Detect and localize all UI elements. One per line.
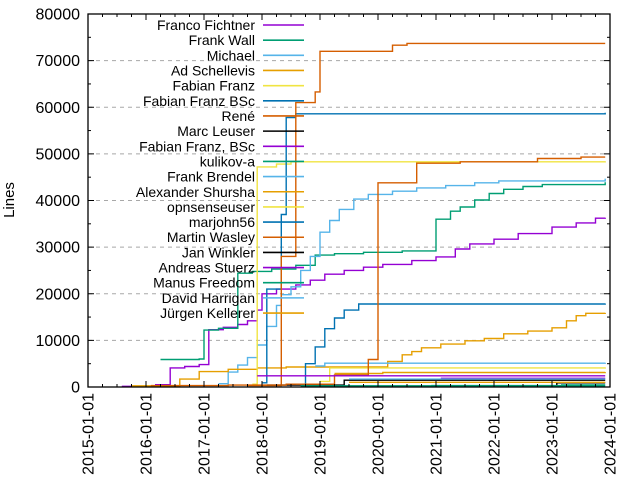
legend-entry-jan-winkler: Jan Winkler — [182, 244, 304, 260]
legend-label: Marc Leuser — [177, 123, 255, 139]
legend-label: Fabian Franz — [173, 78, 255, 94]
y-tick-label: 70000 — [36, 53, 81, 70]
series-line-alexander-shursha — [334, 371, 606, 375]
axis-tick-labels: 0 10000 20000 30000 40000 50000 60000 70000 8000… — [36, 7, 620, 475]
grid-lines — [88, 60, 610, 341]
axes — [87, 13, 611, 388]
series-line-ren — [247, 42, 606, 387]
legend-label: opnsenseuser — [167, 199, 255, 215]
legend-label: marjohn56 — [189, 214, 255, 230]
y-tick-label: 10000 — [36, 333, 81, 350]
legend-label: Ad Schellevis — [171, 62, 255, 78]
x-tick-label: 2022-01-01 — [487, 393, 504, 475]
series-line-fabian-franz — [252, 161, 606, 385]
legend-label: Alexander Shursha — [136, 184, 255, 200]
legend-entry-j-rgen-kellerer: Jürgen Kellerer — [160, 305, 304, 321]
legend-entry-frank-wall: Frank Wall — [189, 32, 304, 48]
series-line-frank-brendel — [315, 362, 606, 367]
y-tick-label: 50000 — [36, 146, 81, 163]
x-tick-label: 2020-01-01 — [371, 393, 388, 475]
legend-entry-manus-freedom: Manus Freedom — [153, 275, 304, 291]
legend-label: René — [222, 108, 256, 124]
series-line-franco-fichtner — [121, 217, 606, 387]
legend-label: Martin Wasley — [167, 229, 255, 245]
legend-entry-fabian-franz-bsc: Fabian Franz, BSc — [139, 138, 304, 154]
legend-label: Andreas Stuerz — [159, 260, 256, 276]
series-line-ad-schellevis — [131, 312, 606, 387]
legend-label: Jan Winkler — [182, 244, 255, 260]
legend-entry-andreas-stuerz: Andreas Stuerz — [159, 260, 304, 276]
legend-label: Fabian Franz BSc — [143, 93, 255, 109]
legend-label: Frank Brendel — [167, 169, 255, 185]
legend-label: David Harrigan — [162, 290, 255, 306]
legend-label: kulikov-a — [200, 153, 255, 169]
legend-entry-frank-brendel: Frank Brendel — [167, 169, 304, 185]
series-line-frank-wall — [160, 182, 606, 361]
legend-entry-marc-leuser: Marc Leuser — [177, 123, 304, 139]
x-tick-label: 2023-01-01 — [545, 393, 562, 475]
y-tick-label: 0 — [71, 380, 80, 397]
legend-entry-ren: René — [222, 108, 304, 124]
legend-entry-fabian-franz-bsc: Fabian Franz BSc — [143, 93, 304, 109]
x-tick-label: 2019-01-01 — [313, 393, 330, 475]
legend-entry-ad-schellevis: Ad Schellevis — [171, 62, 304, 78]
series-line-marjohn56 — [295, 303, 606, 385]
x-tick-label: 2024-01-01 — [603, 393, 620, 475]
series-line-fabian-franz-bsc — [262, 112, 606, 384]
y-tick-label: 60000 — [36, 100, 81, 117]
legend-entry-marjohn56: marjohn56 — [189, 214, 304, 230]
x-tick-label: 2017-01-01 — [197, 393, 214, 475]
legend-label: Jürgen Kellerer — [160, 305, 255, 321]
legend-entry-martin-wasley: Martin Wasley — [167, 229, 304, 245]
y-tick-label: 20000 — [36, 286, 81, 303]
legend-entry-franco-fichtner: Franco Fichtner — [157, 17, 304, 33]
y-axis-title: Lines — [1, 182, 18, 218]
legend-entry-michael: Michael — [207, 47, 304, 63]
legend-label: Fabian Franz, BSc — [139, 138, 255, 154]
legend-label: Manus Freedom — [153, 275, 255, 291]
y-tick-label: 30000 — [36, 240, 81, 257]
legend-entry-opnsenseuser: opnsenseuser — [167, 199, 304, 215]
legend-entry-alexander-shursha: Alexander Shursha — [136, 184, 304, 200]
y-tick-label: 80000 — [36, 7, 81, 24]
x-tick-label: 2021-01-01 — [429, 393, 446, 475]
legend-entry-fabian-franz: Fabian Franz — [173, 78, 304, 94]
series-line-opnsenseuser — [320, 367, 606, 383]
legend-label: Michael — [207, 47, 255, 63]
x-tick-label: 2018-01-01 — [255, 393, 272, 475]
legend-label: Franco Fichtner — [157, 17, 255, 33]
legend-entry-kulikov-a: kulikov-a — [200, 153, 304, 169]
series-lines — [121, 42, 606, 387]
legend-label: Frank Wall — [189, 32, 255, 48]
x-tick-label: 2015-01-01 — [81, 393, 98, 475]
series-line-martin-wasley — [150, 156, 606, 387]
y-tick-label: 40000 — [36, 193, 81, 210]
x-tick-label: 2016-01-01 — [139, 393, 156, 475]
legend-entry-david-harrigan: David Harrigan — [162, 290, 304, 306]
